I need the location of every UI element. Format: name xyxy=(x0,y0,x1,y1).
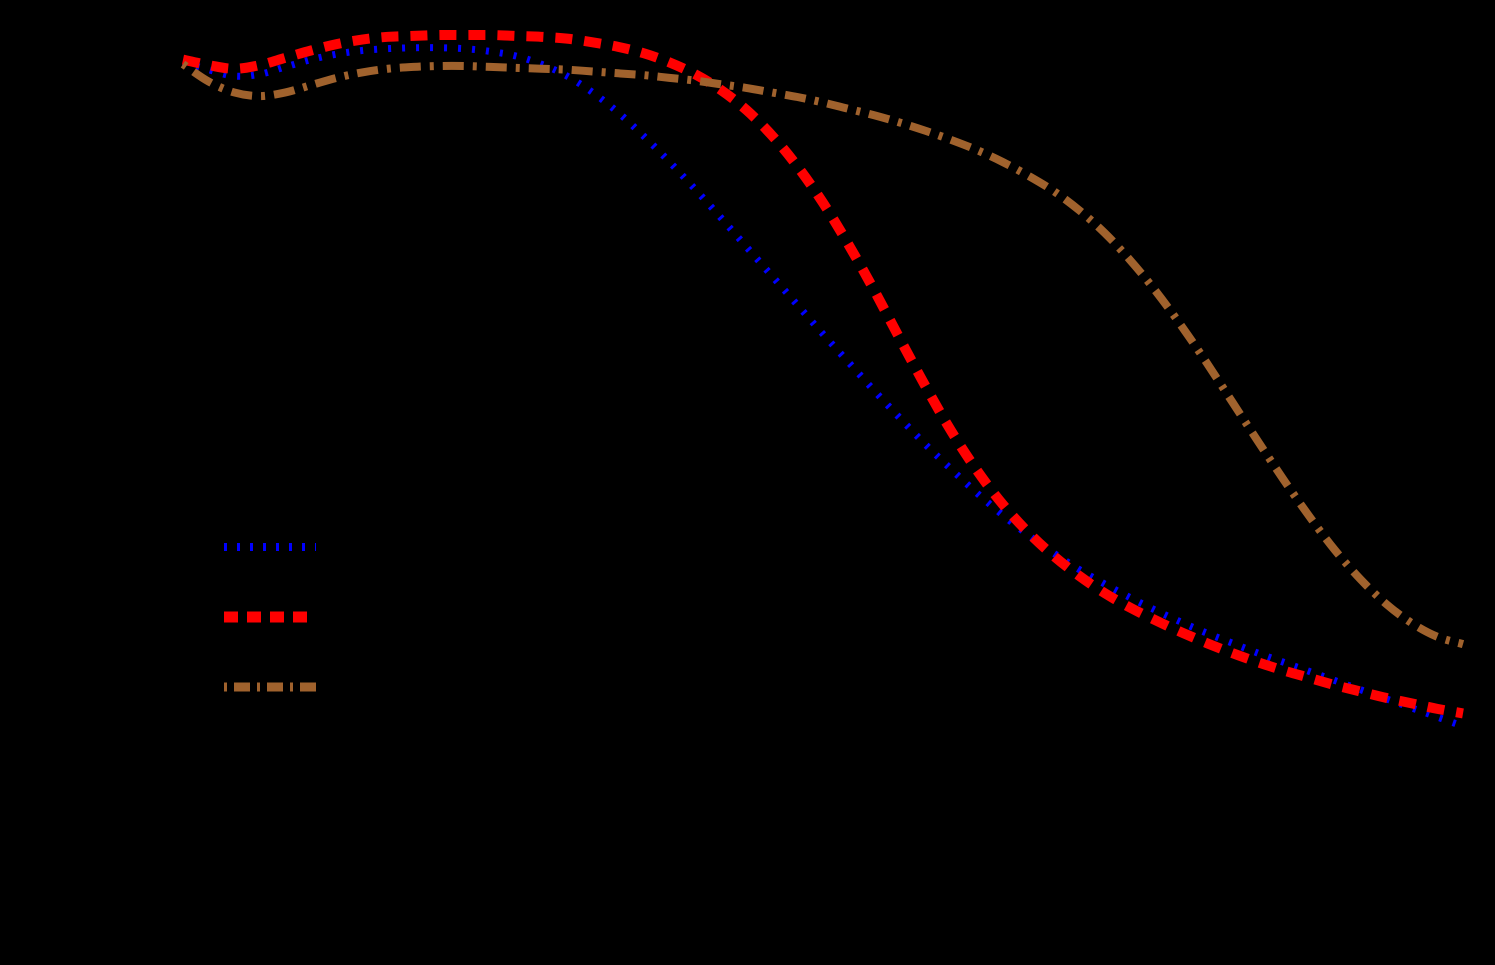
line-sample-dotted-icon xyxy=(224,543,316,551)
series-line-1 xyxy=(181,29,1464,719)
series-layer xyxy=(180,29,1465,730)
line-sample-dashdot-icon xyxy=(224,682,316,692)
chart-legend xyxy=(206,524,536,716)
legend-item-2[interactable] xyxy=(206,674,536,700)
line-sample-dashed-icon xyxy=(224,611,316,623)
legend-item-0[interactable] xyxy=(206,534,536,560)
legend-item-1[interactable] xyxy=(206,604,536,630)
series-line-0 xyxy=(182,44,1465,730)
